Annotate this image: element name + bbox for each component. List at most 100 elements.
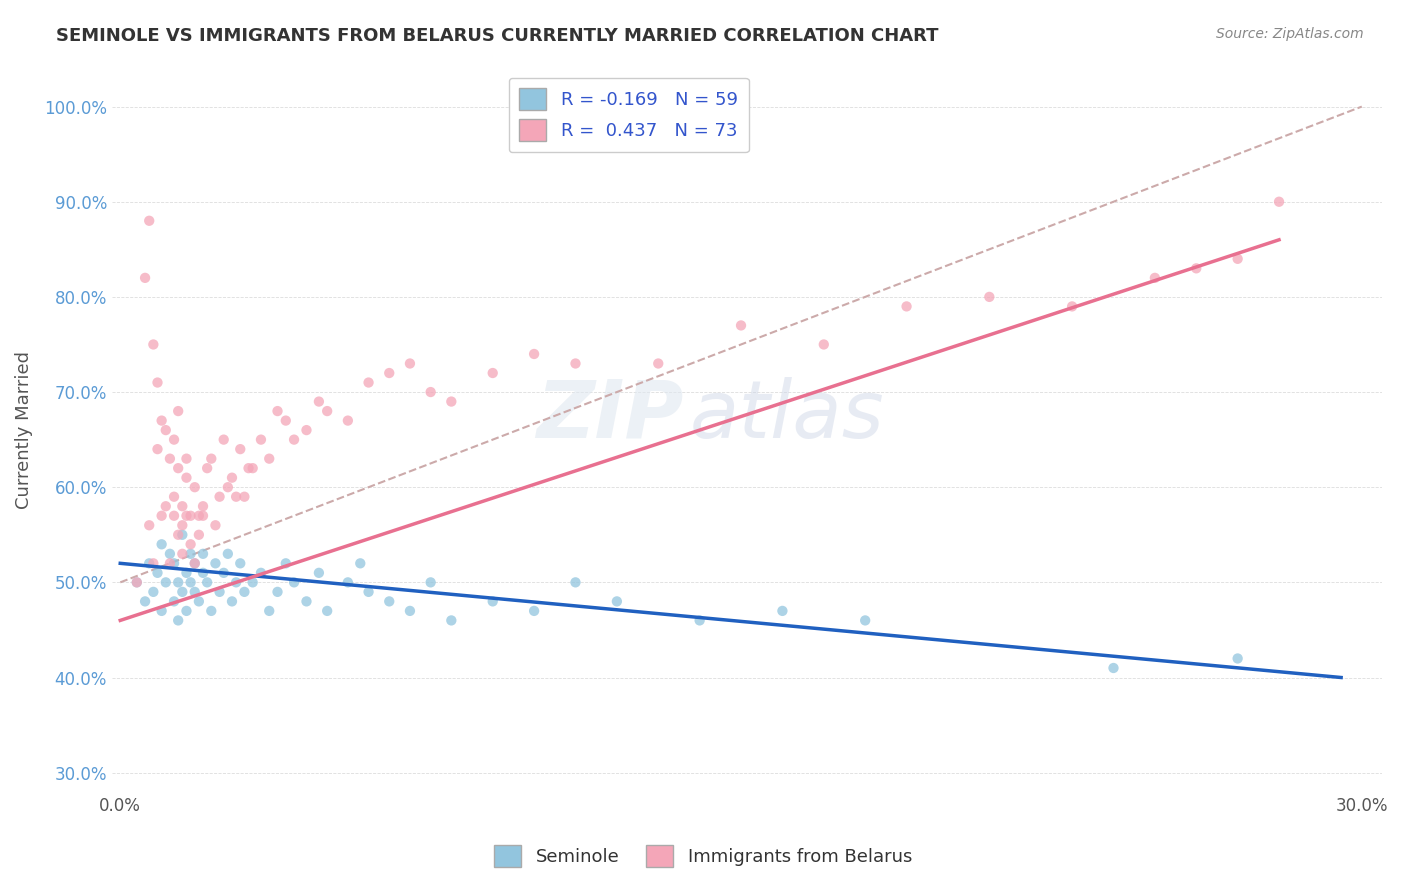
Point <box>564 357 586 371</box>
Point <box>481 594 503 608</box>
Point <box>167 528 190 542</box>
Point <box>159 547 181 561</box>
Point <box>378 366 401 380</box>
Point <box>853 614 876 628</box>
Point <box>308 394 330 409</box>
Point <box>138 518 160 533</box>
Point <box>440 394 463 409</box>
Point <box>134 594 156 608</box>
Point <box>172 547 194 561</box>
Point <box>142 585 165 599</box>
Point <box>308 566 330 580</box>
Point <box>316 404 339 418</box>
Point <box>283 433 305 447</box>
Point <box>204 557 226 571</box>
Point <box>159 451 181 466</box>
Point <box>200 604 222 618</box>
Point <box>159 557 181 571</box>
Point <box>150 508 173 523</box>
Point <box>316 604 339 618</box>
Point <box>266 404 288 418</box>
Point <box>257 604 280 618</box>
Point <box>176 604 198 618</box>
Point <box>208 490 231 504</box>
Point <box>1268 194 1291 209</box>
Point <box>212 433 235 447</box>
Point <box>378 594 401 608</box>
Point <box>217 547 239 561</box>
Point <box>200 451 222 466</box>
Point <box>233 490 256 504</box>
Point <box>150 414 173 428</box>
Point <box>146 566 169 580</box>
Point <box>134 271 156 285</box>
Point <box>233 585 256 599</box>
Point <box>689 614 711 628</box>
Point <box>419 385 441 400</box>
Point <box>167 404 190 418</box>
Point <box>187 594 209 608</box>
Point <box>176 566 198 580</box>
Point <box>1226 252 1249 266</box>
Point <box>349 557 371 571</box>
Point <box>163 490 186 504</box>
Text: ZIP: ZIP <box>536 376 683 455</box>
Point <box>1102 661 1125 675</box>
Point <box>176 471 198 485</box>
Point <box>221 471 243 485</box>
Point <box>184 557 207 571</box>
Point <box>195 461 218 475</box>
Point <box>225 490 247 504</box>
Point <box>606 594 628 608</box>
Point <box>221 594 243 608</box>
Point <box>250 566 273 580</box>
Point <box>238 461 260 475</box>
Point <box>142 337 165 351</box>
Point <box>172 518 194 533</box>
Point <box>195 575 218 590</box>
Point <box>242 461 264 475</box>
Point <box>295 594 318 608</box>
Point <box>163 594 186 608</box>
Point <box>172 528 194 542</box>
Text: SEMINOLE VS IMMIGRANTS FROM BELARUS CURRENTLY MARRIED CORRELATION CHART: SEMINOLE VS IMMIGRANTS FROM BELARUS CURR… <box>56 27 939 45</box>
Point <box>172 585 194 599</box>
Point <box>180 537 202 551</box>
Point <box>274 557 297 571</box>
Point <box>163 433 186 447</box>
Point <box>155 500 177 514</box>
Point <box>266 585 288 599</box>
Point <box>295 423 318 437</box>
Point <box>419 575 441 590</box>
Point <box>357 376 380 390</box>
Point <box>187 508 209 523</box>
Point <box>336 414 359 428</box>
Point <box>242 575 264 590</box>
Point <box>1062 300 1084 314</box>
Point <box>125 575 148 590</box>
Point <box>564 575 586 590</box>
Point <box>191 566 214 580</box>
Point <box>155 575 177 590</box>
Point <box>250 433 273 447</box>
Point <box>647 357 669 371</box>
Point <box>142 557 165 571</box>
Point <box>481 366 503 380</box>
Point <box>523 604 546 618</box>
Y-axis label: Currently Married: Currently Married <box>15 351 32 509</box>
Point <box>180 547 202 561</box>
Point <box>184 480 207 494</box>
Point <box>212 566 235 580</box>
Point <box>180 575 202 590</box>
Point <box>146 376 169 390</box>
Point <box>217 480 239 494</box>
Point <box>440 614 463 628</box>
Point <box>274 414 297 428</box>
Point <box>357 585 380 599</box>
Point <box>172 500 194 514</box>
Point <box>257 451 280 466</box>
Point <box>399 604 422 618</box>
Point <box>180 508 202 523</box>
Point <box>979 290 1001 304</box>
Point <box>813 337 835 351</box>
